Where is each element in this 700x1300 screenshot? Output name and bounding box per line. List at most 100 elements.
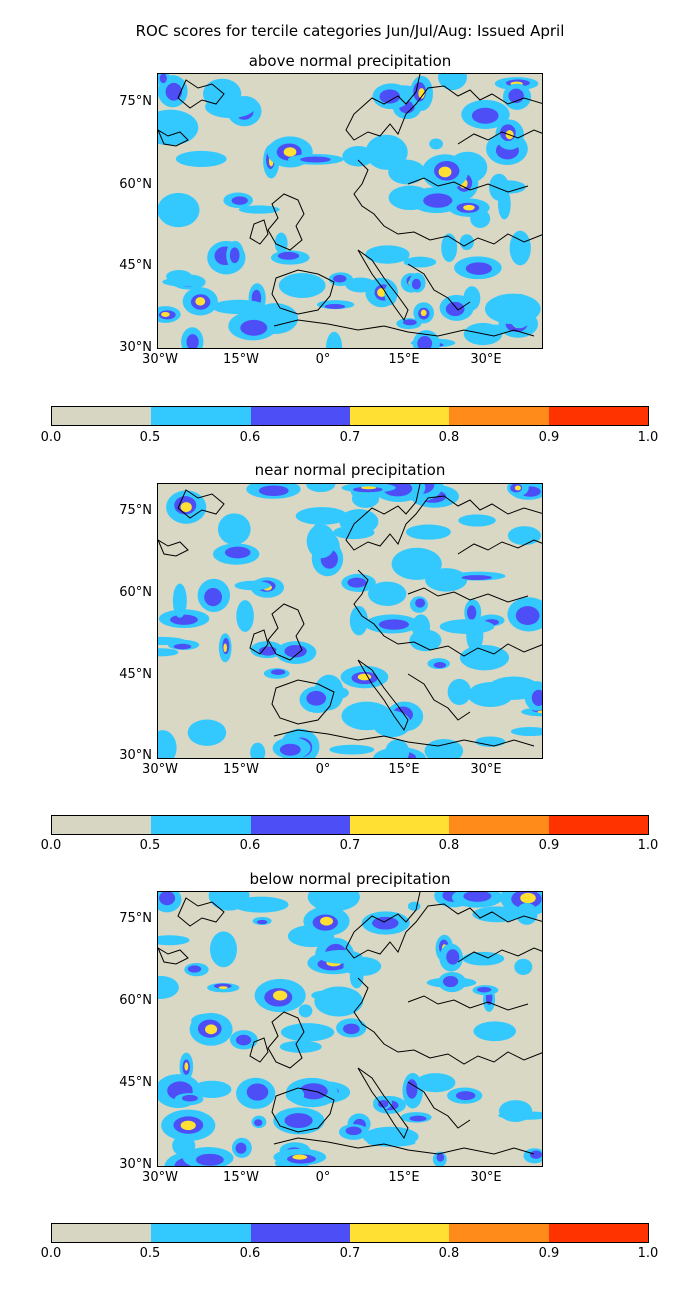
contour-region: [529, 1150, 542, 1159]
contour-region: [497, 188, 511, 220]
contour-region: [391, 547, 442, 581]
coastline: [271, 269, 335, 315]
contour-region: [209, 931, 237, 968]
coastline: [345, 74, 542, 141]
contour-region: [158, 935, 190, 946]
lat-label: 75°N: [119, 94, 152, 109]
contour-region: [158, 730, 177, 758]
contour-region: [515, 606, 540, 625]
contour-region: [187, 719, 227, 746]
contour-region: [405, 524, 451, 540]
coastline: [249, 629, 269, 655]
contour-region: [520, 892, 536, 904]
contour-region: [385, 739, 410, 758]
panel-title-above: above normal precipitation: [248, 52, 452, 70]
lon-label: 30°W: [142, 352, 178, 367]
contour-region: [223, 643, 227, 653]
colorbar: [51, 815, 649, 835]
colorbar-segment: [349, 1224, 450, 1242]
lon-label: 30°W: [142, 1170, 178, 1185]
contour-region: [278, 273, 326, 298]
coastline: [158, 129, 189, 147]
contour-region: [484, 293, 541, 325]
lat-label: 75°N: [119, 503, 152, 518]
map-below-normal: [157, 891, 543, 1167]
colorbar-segment: [449, 1224, 549, 1242]
colorbar-tick: 0.6: [239, 1246, 261, 1261]
lat-label: 60°N: [119, 177, 152, 192]
contour-region: [417, 336, 433, 348]
colorbar-segment: [250, 407, 350, 425]
contour-region: [306, 690, 327, 706]
lat-label: 45°N: [119, 1075, 152, 1090]
coastline: [407, 587, 529, 603]
contour-region: [461, 575, 492, 581]
coastline: [345, 892, 542, 959]
contour-region: [295, 507, 348, 525]
contour-region: [300, 156, 331, 163]
contour-region: [343, 1023, 360, 1035]
panel-title-below: below normal precipitation: [249, 870, 451, 888]
coastline: [249, 219, 269, 245]
coastline: [407, 177, 529, 193]
colorbar-tick: 1.0: [637, 430, 659, 445]
contour-region: [306, 524, 336, 559]
contour-region: [447, 678, 472, 706]
contour-region: [159, 74, 167, 84]
figure-title: ROC scores for tercile categories Jun/Ju…: [135, 22, 565, 40]
coastline: [271, 679, 335, 725]
contour-region: [498, 1111, 542, 1120]
coastline: [249, 1037, 269, 1063]
coastline: [271, 1087, 335, 1133]
contour-region: [234, 580, 271, 591]
coastline: [158, 947, 189, 965]
coastline: [407, 673, 471, 721]
contour-region: [507, 526, 541, 546]
contour-region: [403, 256, 437, 268]
contour-region: [379, 89, 401, 104]
contour-region: [384, 283, 398, 305]
contour-region: [510, 727, 542, 737]
contour-region: [365, 134, 408, 170]
contour-region: [362, 1126, 419, 1147]
lon-label: 15°E: [388, 1170, 420, 1185]
colorbar-segment: [151, 407, 251, 425]
contour-region: [231, 196, 248, 205]
contour-region: [438, 166, 452, 178]
contour-region: [236, 600, 254, 632]
contour-region: [357, 673, 372, 681]
contour-region: [472, 906, 522, 923]
contour-region: [204, 587, 223, 607]
contour-region: [372, 710, 412, 738]
contour-region: [378, 619, 409, 630]
contour-region: [326, 686, 349, 699]
contour-region: [415, 598, 426, 608]
contour-region: [235, 1034, 252, 1046]
lon-label: 30°E: [470, 352, 502, 367]
contour-region: [425, 568, 468, 592]
coastline: [353, 159, 542, 247]
colorbar-tick: 0.5: [139, 1246, 161, 1261]
colorbar-segment: [151, 816, 251, 834]
contour-region: [446, 949, 460, 965]
lon-label: 30°E: [470, 1170, 502, 1185]
contour-region: [406, 1079, 418, 1099]
contour-region: [475, 736, 506, 747]
contour-region: [279, 743, 301, 756]
lon-label: 15°E: [388, 762, 420, 777]
colorbar-segment: [548, 816, 648, 834]
contour-region: [459, 234, 474, 251]
contour-region: [205, 95, 256, 119]
lon-label: 0°: [315, 762, 331, 777]
contour-region: [320, 916, 334, 926]
contour-region: [368, 581, 407, 606]
contour-region: [490, 180, 526, 194]
colorbar-tick: 0.8: [438, 430, 460, 445]
contour-region: [378, 1100, 389, 1108]
contour-region: [184, 1062, 189, 1071]
coastline: [457, 947, 542, 963]
coastline: [158, 539, 189, 557]
contour-region: [439, 619, 495, 634]
contour-region: [187, 965, 202, 973]
lon-label: 15°W: [223, 352, 259, 367]
